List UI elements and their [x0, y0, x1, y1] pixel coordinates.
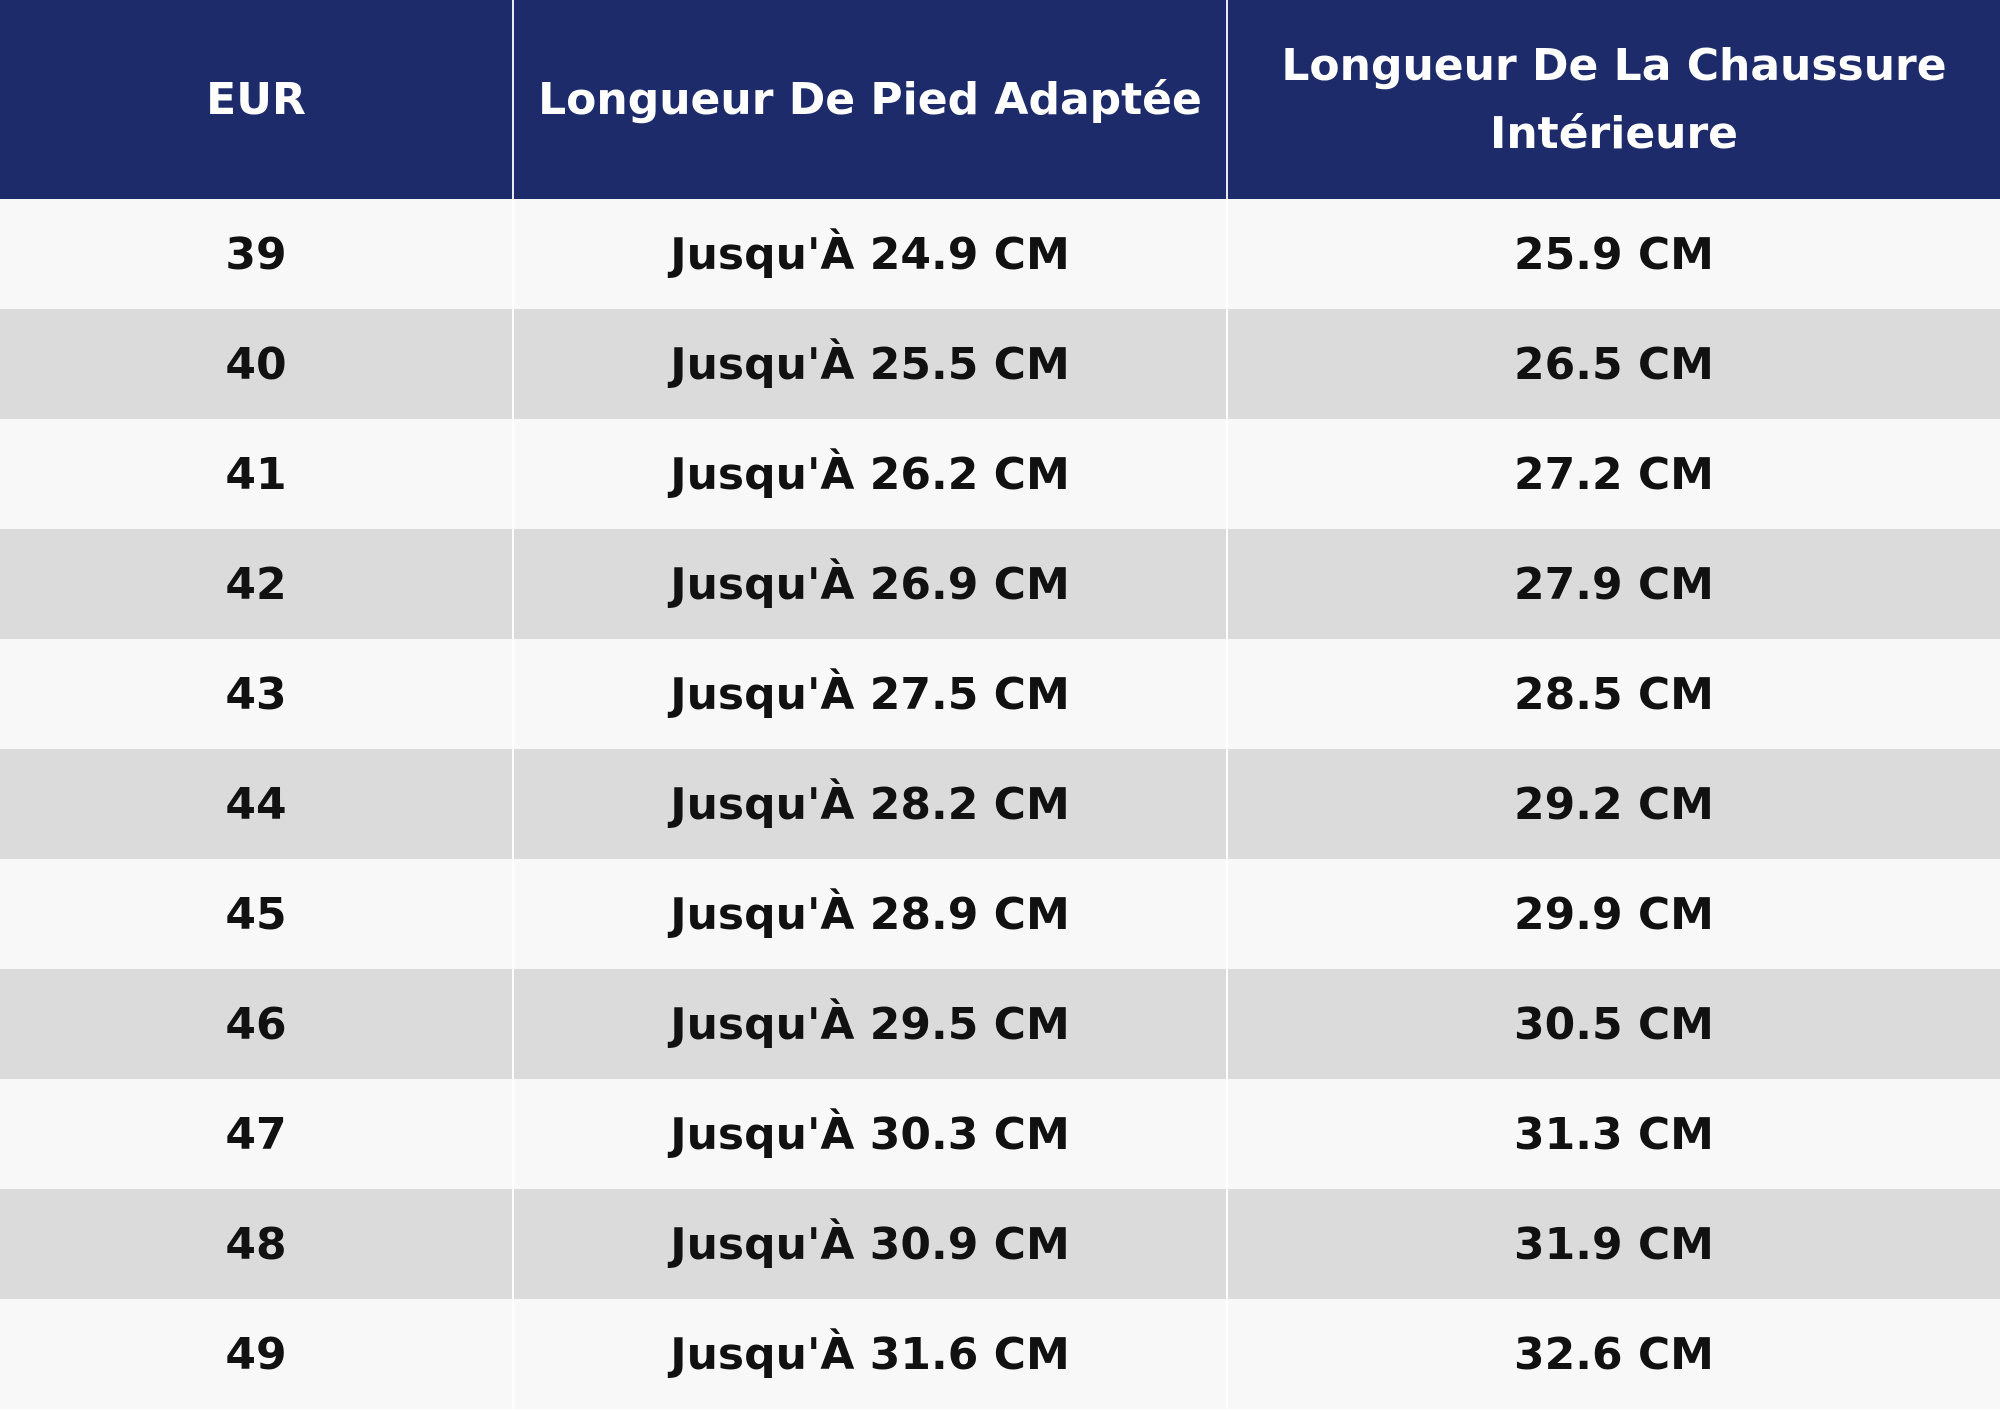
table-cell: 41 [0, 419, 513, 529]
table-cell: 43 [0, 639, 513, 749]
table-body: 39 Jusqu'À 24.9 CM 25.9 CM 40 Jusqu'À 25.5 C… [0, 199, 2000, 1409]
table-cell: 29.2 CM [1226, 749, 2000, 859]
table-row: 47 Jusqu'À 30.3 CM 31.3 CM [0, 1079, 2000, 1189]
table-cell: 31.3 CM [1226, 1079, 2000, 1189]
table-cell: 29.9 CM [1226, 859, 2000, 969]
table-cell: Jusqu'À 28.9 CM [512, 859, 1227, 969]
table-row: 48 Jusqu'À 30.9 CM 31.9 CM [0, 1189, 2000, 1299]
table-cell: 30.5 CM [1226, 969, 2000, 1079]
table-row: 40 Jusqu'À 25.5 CM 26.5 CM [0, 309, 2000, 419]
table-cell: 28.5 CM [1226, 639, 2000, 749]
table-cell: 44 [0, 749, 513, 859]
header-cell: Longueur De La Chaussure Intérieure [1226, 0, 2000, 199]
table-cell: 25.9 CM [1226, 199, 2000, 309]
table-row: 44 Jusqu'À 28.2 CM 29.2 CM [0, 749, 2000, 859]
table-row: 42 Jusqu'À 26.9 CM 27.9 CM [0, 529, 2000, 639]
table-cell: Jusqu'À 26.9 CM [512, 529, 1227, 639]
table-row: 39 Jusqu'À 24.9 CM 25.9 CM [0, 199, 2000, 309]
table-cell: Jusqu'À 28.2 CM [512, 749, 1227, 859]
table-cell: 47 [0, 1079, 513, 1189]
table-row: 45 Jusqu'À 28.9 CM 29.9 CM [0, 859, 2000, 969]
table-cell: 40 [0, 309, 513, 419]
table-cell: 27.2 CM [1226, 419, 2000, 529]
table-row: 41 Jusqu'À 26.2 CM 27.2 CM [0, 419, 2000, 529]
table-cell: Jusqu'À 24.9 CM [512, 199, 1227, 309]
table-cell: 27.9 CM [1226, 529, 2000, 639]
table-cell: 46 [0, 969, 513, 1079]
table-row: 46 Jusqu'À 29.5 CM 30.5 CM [0, 969, 2000, 1079]
header-cell: EUR [0, 0, 513, 199]
table-cell: Jusqu'À 26.2 CM [512, 419, 1227, 529]
table-cell: 39 [0, 199, 513, 309]
table-cell: Jusqu'À 29.5 CM [512, 969, 1227, 1079]
table-cell: Jusqu'À 25.5 CM [512, 309, 1227, 419]
table-cell: 49 [0, 1299, 513, 1409]
table-cell: 45 [0, 859, 513, 969]
table-cell: Jusqu'À 31.6 CM [512, 1299, 1227, 1409]
table-cell: Jusqu'À 30.9 CM [512, 1189, 1227, 1299]
table-cell: 31.9 CM [1226, 1189, 2000, 1299]
table-cell: 26.5 CM [1226, 309, 2000, 419]
header-cell: Longueur De Pied Adaptée [512, 0, 1227, 199]
table-row: 49 Jusqu'À 31.6 CM 32.6 CM [0, 1299, 2000, 1409]
table-cell: Jusqu'À 27.5 CM [512, 639, 1227, 749]
table-row: 43 Jusqu'À 27.5 CM 28.5 CM [0, 639, 2000, 749]
table-cell: Jusqu'À 30.3 CM [512, 1079, 1227, 1189]
header-row: EUR Longueur De Pied Adaptée Longueur De L… [0, 0, 2000, 199]
table-cell: 32.6 CM [1226, 1299, 2000, 1409]
table-cell: 48 [0, 1189, 513, 1299]
table-cell: 42 [0, 529, 513, 639]
